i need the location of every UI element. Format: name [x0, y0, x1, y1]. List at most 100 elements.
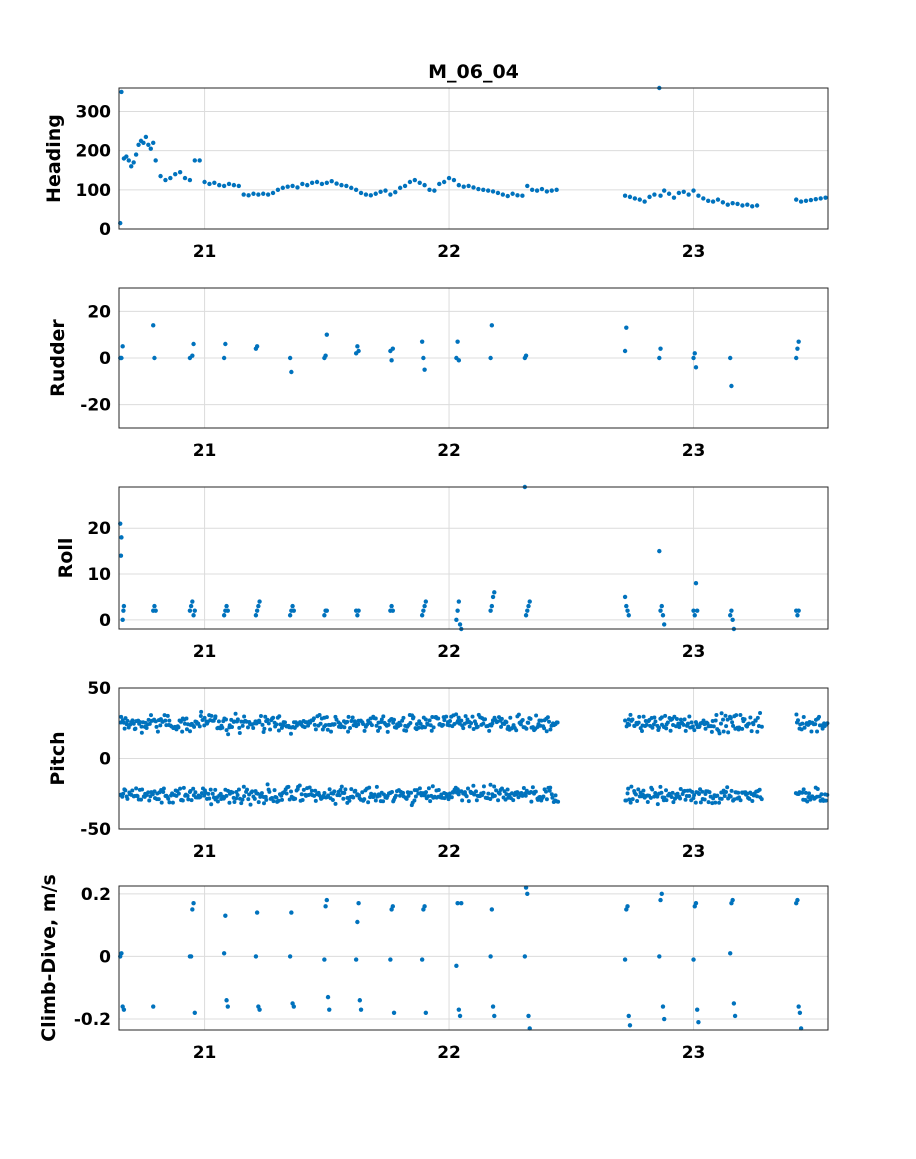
data-point: [652, 192, 657, 197]
data-point: [520, 193, 525, 198]
data-point: [213, 714, 218, 719]
data-point: [717, 800, 722, 805]
data-point: [651, 722, 656, 727]
data-point: [119, 355, 124, 361]
data-point: [269, 796, 274, 801]
data-point: [722, 793, 727, 798]
data-point: [659, 790, 664, 795]
data-point: [520, 718, 525, 723]
data-point: [253, 613, 259, 618]
x-tick-label: 21: [193, 642, 217, 662]
data-point: [276, 728, 281, 733]
data-point: [202, 715, 207, 720]
data-point: [312, 722, 317, 727]
data-point: [369, 791, 374, 796]
data-point: [324, 332, 330, 337]
data-point: [323, 353, 328, 358]
data-point: [268, 727, 273, 732]
data-point: [725, 717, 730, 722]
data-point: [178, 719, 183, 724]
data-point: [333, 801, 338, 806]
data-point: [515, 193, 520, 198]
data-point: [362, 797, 367, 802]
data-point: [287, 954, 293, 959]
y-axis-label: Roll: [55, 538, 77, 579]
data-point: [225, 608, 230, 613]
data-point: [182, 175, 188, 181]
panel-5: 21 22 23 -0.2 0 0.2 Climb-Dive, m/s: [38, 874, 829, 1063]
data-point: [625, 608, 630, 613]
data-point: [232, 799, 237, 804]
data-point: [324, 715, 329, 720]
data-point: [755, 794, 760, 799]
data-point: [461, 726, 466, 731]
data-point: [796, 718, 801, 723]
data-point: [261, 191, 266, 196]
data-point: [635, 798, 640, 803]
data-point: [192, 158, 197, 163]
data-point: [721, 717, 726, 722]
data-point: [471, 185, 476, 190]
data-point: [256, 800, 261, 805]
data-point: [489, 603, 495, 609]
data-point: [311, 716, 316, 721]
data-point: [419, 339, 425, 344]
data-point: [215, 799, 220, 804]
data-point: [159, 800, 164, 805]
data-point: [637, 714, 642, 719]
data-point: [224, 998, 229, 1003]
data-point: [516, 712, 521, 717]
data-point: [263, 794, 268, 799]
data-point: [257, 1007, 262, 1012]
data-point: [202, 179, 207, 185]
data-point: [301, 787, 306, 792]
y-tick-label: 0: [99, 349, 111, 369]
data-point: [794, 197, 799, 202]
data-point: [481, 721, 486, 726]
data-point: [650, 725, 655, 730]
data-point: [691, 188, 696, 193]
data-point: [808, 197, 814, 203]
data-point: [313, 727, 318, 732]
data-point: [300, 797, 305, 802]
x-tick-label: 22: [437, 441, 461, 461]
data-point: [133, 152, 139, 157]
data-point: [191, 613, 196, 618]
data-point: [676, 190, 682, 196]
data-point: [683, 797, 688, 802]
data-point: [541, 794, 546, 799]
data-point: [353, 788, 358, 793]
data-point: [427, 187, 432, 193]
data-point: [297, 783, 302, 788]
data-point: [223, 913, 228, 918]
data-point: [374, 784, 379, 789]
data-point: [442, 718, 447, 723]
data-point: [724, 790, 729, 795]
data-point: [758, 711, 763, 716]
data-point: [817, 714, 822, 719]
data-point: [819, 792, 824, 797]
data-point: [177, 170, 183, 175]
data-point: [730, 897, 735, 903]
data-point: [373, 716, 378, 721]
data-point: [813, 722, 818, 727]
data-point: [422, 904, 427, 909]
data-point: [544, 797, 549, 802]
data-point: [749, 729, 754, 734]
data-point: [190, 353, 195, 358]
data-point: [346, 714, 351, 719]
data-point: [254, 608, 260, 613]
data-point: [381, 714, 386, 719]
data-point: [497, 791, 502, 796]
x-tick-label: 21: [193, 1043, 217, 1063]
data-point: [344, 183, 349, 189]
data-points: [118, 484, 801, 632]
data-point: [191, 341, 196, 347]
data-point: [223, 717, 228, 722]
data-point: [489, 907, 495, 912]
data-point: [193, 790, 198, 795]
data-point: [231, 182, 237, 188]
data-point: [423, 790, 428, 795]
data-point: [266, 721, 271, 726]
